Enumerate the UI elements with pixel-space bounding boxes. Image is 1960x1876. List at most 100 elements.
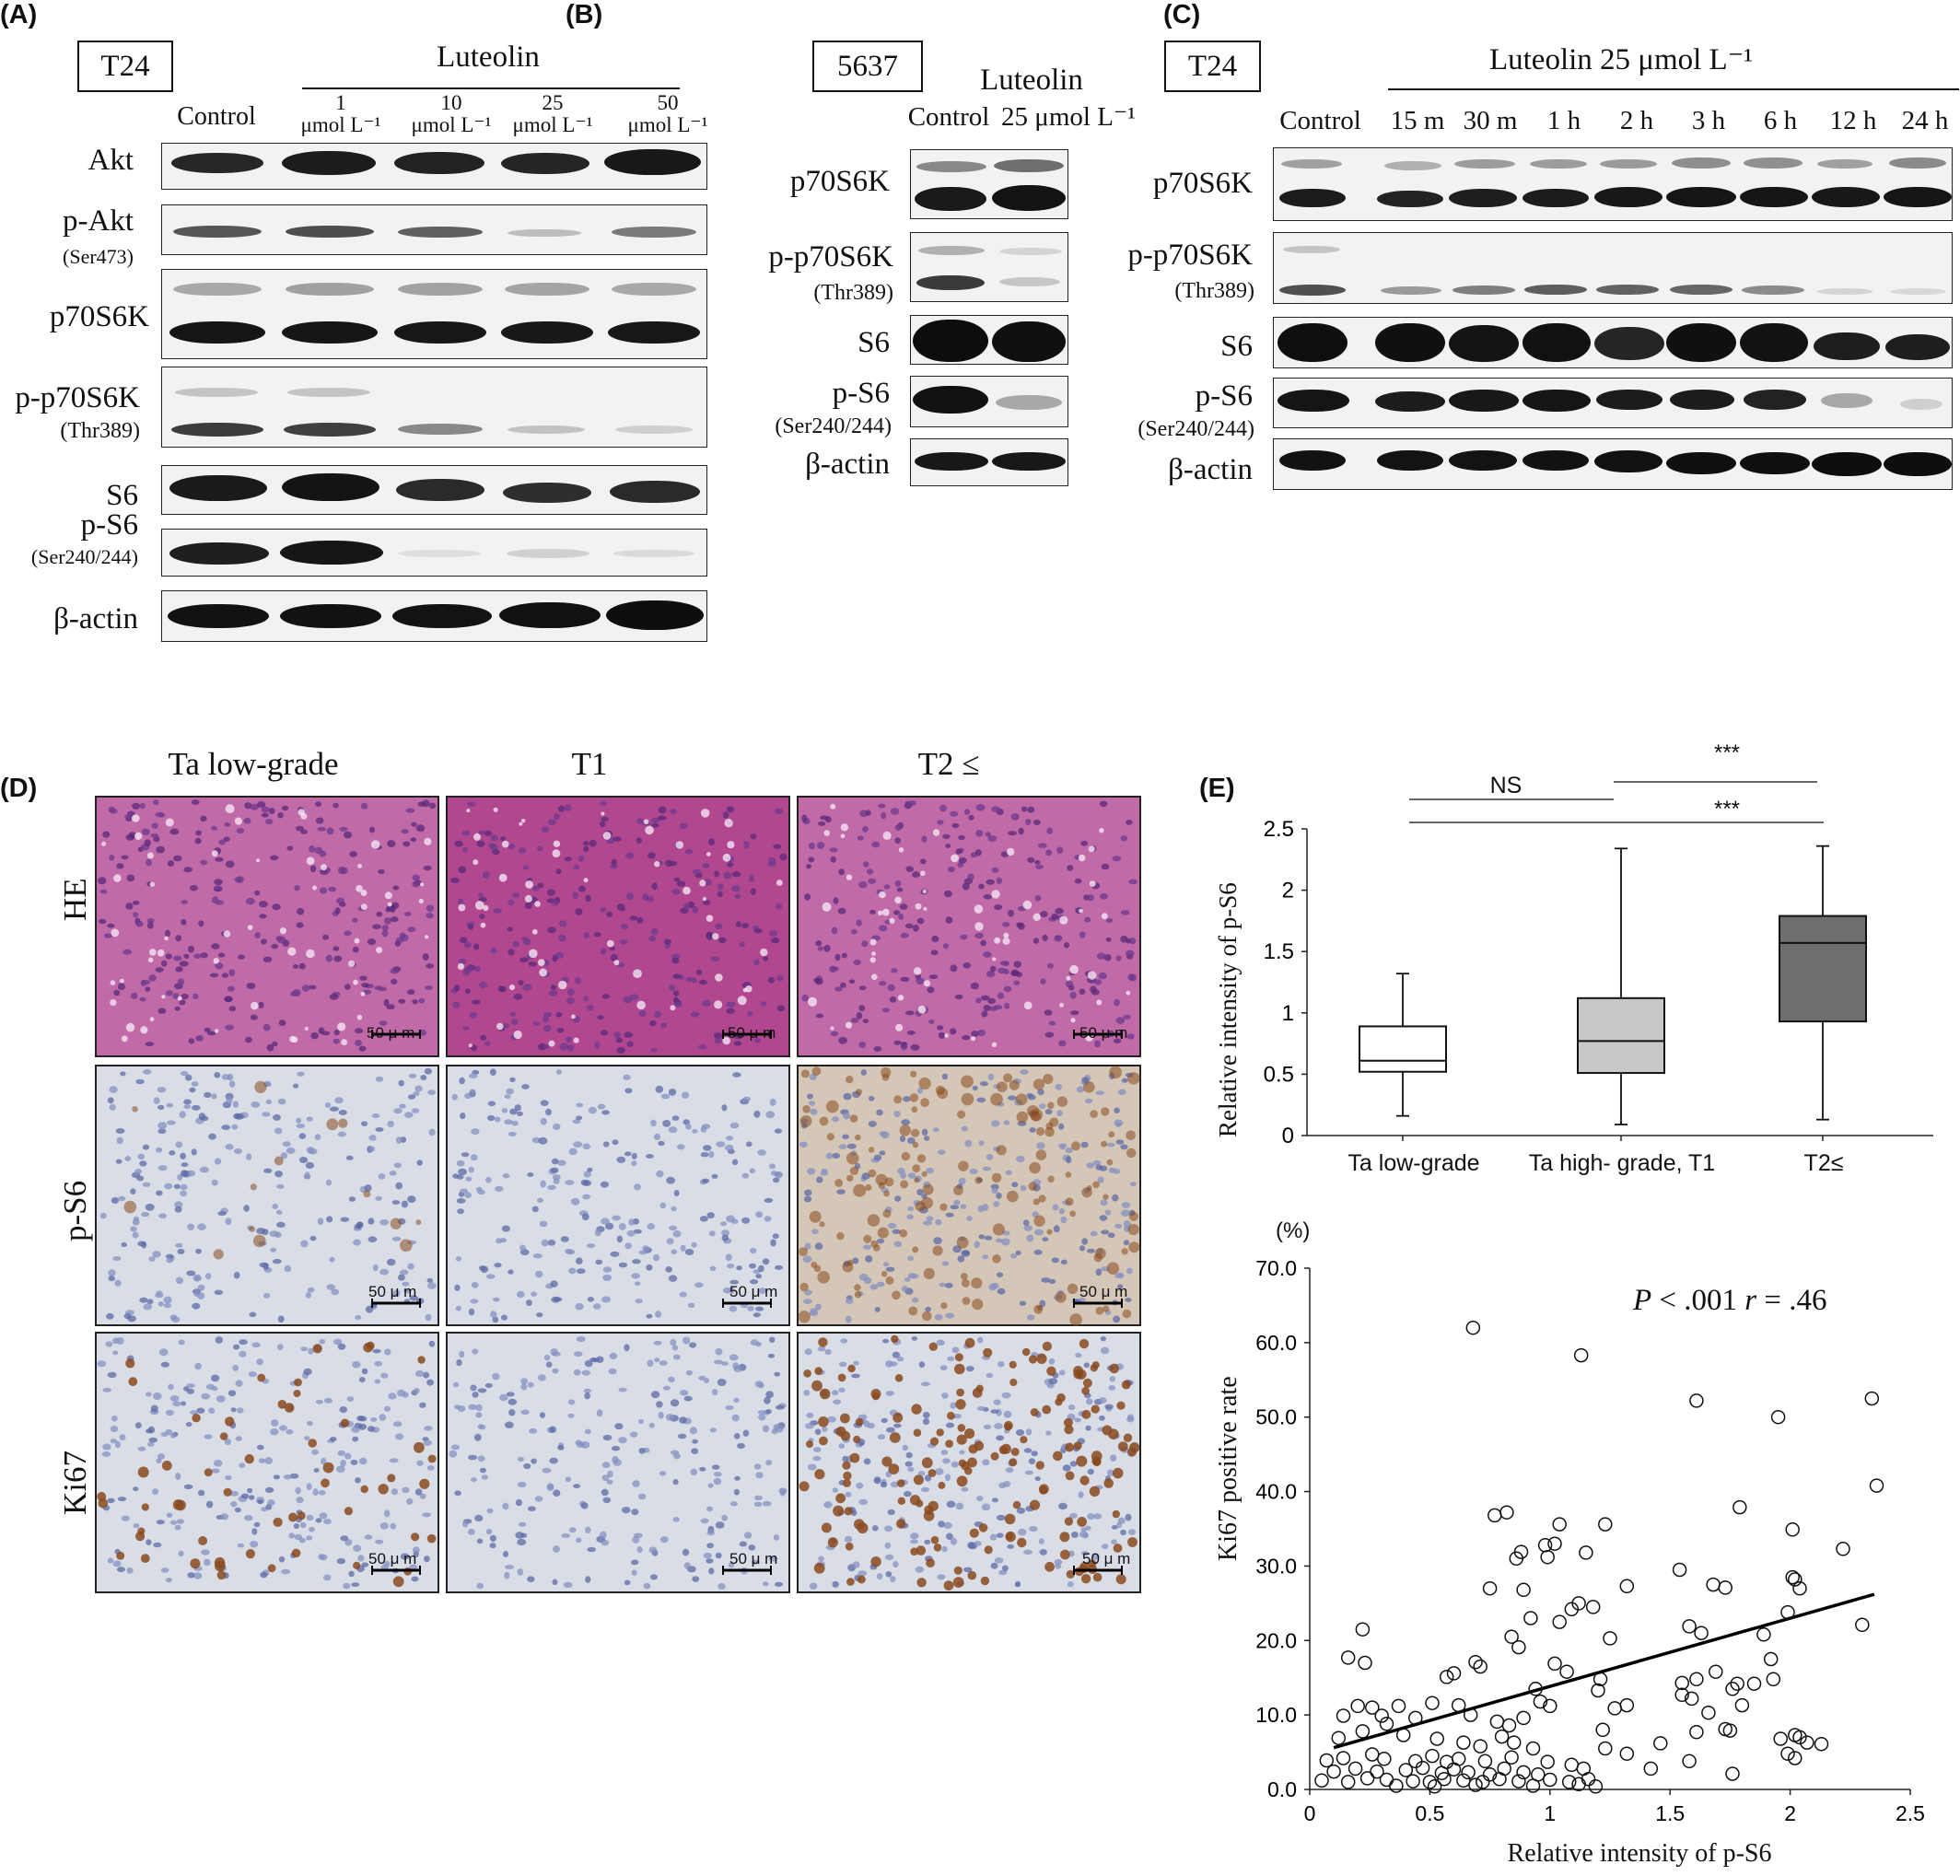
panel-c-lane-control: Control: [1279, 106, 1361, 135]
nucleus: [180, 1190, 188, 1197]
nucleus: [383, 917, 392, 925]
nucleus: [1003, 1410, 1012, 1418]
vacuole: [370, 840, 380, 849]
nucleus: [135, 1078, 145, 1085]
nucleus: [680, 1244, 686, 1253]
vacuole: [920, 870, 926, 877]
positive-cell: [894, 1374, 904, 1382]
nucleus: [484, 1177, 492, 1183]
nucleus: [808, 856, 815, 863]
nucleus: [133, 1523, 140, 1529]
nucleus: [141, 828, 150, 835]
nucleus: [671, 1115, 680, 1121]
panel-c-lane-2h: 2 h: [1619, 106, 1654, 135]
nucleus: [672, 1229, 682, 1238]
nucleus: [1023, 1448, 1032, 1453]
nucleus: [1042, 934, 1048, 942]
positive-cell: [957, 1424, 966, 1432]
nucleus: [593, 932, 601, 938]
nucleus: [520, 1532, 528, 1538]
positive-cell: [958, 1160, 969, 1171]
nucleus: [551, 1158, 559, 1165]
nucleus: [729, 1279, 739, 1285]
nucleus: [659, 1471, 667, 1476]
nucleus: [286, 1147, 296, 1154]
nucleus: [1000, 851, 1009, 857]
vacuole: [1069, 964, 1079, 974]
nucleus: [221, 1124, 231, 1130]
nucleus: [755, 1211, 764, 1218]
vacuole: [722, 853, 731, 862]
nucleus: [181, 919, 187, 926]
nucleus: [885, 1391, 894, 1396]
panel-d-col-t1: T1: [571, 746, 608, 782]
nucleus: [215, 856, 224, 862]
nucleus: [941, 1392, 949, 1399]
positive-cell: [916, 1154, 927, 1163]
nucleus: [422, 953, 429, 961]
nucleus: [610, 1251, 620, 1257]
nucleus: [478, 830, 485, 835]
nucleus: [308, 1148, 318, 1155]
nucleus: [215, 1336, 223, 1344]
positive-cell: [799, 1282, 809, 1292]
nucleus: [1020, 1069, 1029, 1075]
nucleus: [191, 1081, 199, 1087]
nucleus: [245, 897, 255, 905]
positive-cell: [1112, 1467, 1124, 1479]
nucleus: [550, 985, 557, 991]
nucleus: [361, 983, 369, 988]
nucleus: [942, 943, 949, 950]
scatter-point: [1497, 1761, 1511, 1777]
nucleus: [605, 1222, 614, 1230]
vacuole: [531, 928, 538, 935]
nucleus: [400, 1553, 410, 1560]
nucleus: [694, 1282, 704, 1288]
scale-label-he-3: 50 μ m: [1079, 1024, 1128, 1042]
nucleus: [779, 853, 788, 861]
nucleus: [968, 814, 974, 821]
scatter-y-tick-label: 20.0: [1255, 1628, 1297, 1652]
nucleus: [842, 1134, 849, 1140]
positive-cell: [1128, 1241, 1140, 1253]
nucleus: [286, 845, 294, 851]
nucleus: [469, 1073, 478, 1079]
scatter-point: [1689, 1672, 1704, 1687]
nucleus: [403, 1112, 414, 1118]
nucleus: [211, 1179, 218, 1186]
nucleus: [512, 940, 519, 948]
histology-image-he-ta-low: [95, 796, 439, 1057]
nucleus: [573, 1484, 580, 1489]
nucleus: [722, 811, 729, 819]
vacuole: [889, 917, 895, 925]
nucleus: [814, 1428, 822, 1435]
nucleus: [204, 1558, 211, 1567]
vacuole: [360, 991, 366, 996]
vacuole: [251, 1001, 259, 1010]
nucleus: [456, 1198, 466, 1204]
nucleus: [355, 1028, 364, 1034]
nucleus: [575, 977, 581, 985]
positive-cell: [1043, 1074, 1054, 1085]
nucleus: [331, 1288, 340, 1296]
nucleus: [1113, 1038, 1122, 1043]
nucleus: [747, 1305, 754, 1311]
nucleus: [672, 1354, 681, 1360]
positive-cell: [1028, 1355, 1038, 1364]
nucleus: [944, 1282, 953, 1288]
vacuole: [161, 995, 166, 999]
positive-cell: [811, 1066, 822, 1077]
positive-cell: [1076, 1455, 1088, 1467]
nucleus: [890, 1481, 900, 1488]
nucleus: [515, 1498, 523, 1507]
nucleus: [776, 974, 784, 982]
nucleus: [522, 865, 530, 870]
nucleus: [1126, 1033, 1135, 1040]
nucleus: [150, 1404, 158, 1413]
nucleus: [904, 1490, 912, 1497]
scatter-point: [1547, 1536, 1562, 1551]
nucleus: [240, 1493, 250, 1499]
nucleus: [774, 1581, 784, 1587]
nucleus: [493, 1297, 500, 1302]
nucleus: [700, 1518, 709, 1524]
